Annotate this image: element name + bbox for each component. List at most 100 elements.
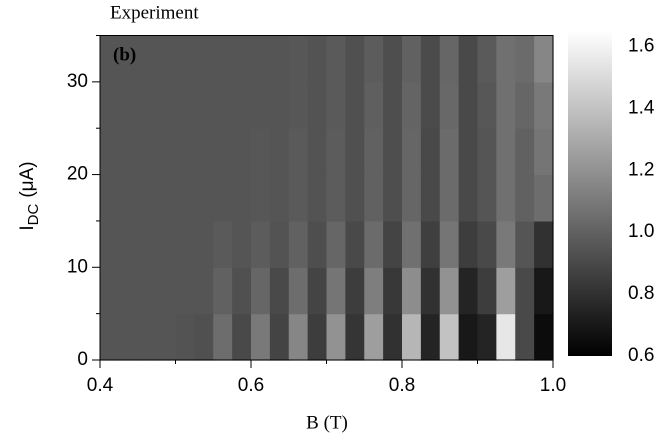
heat-cell <box>534 220 554 268</box>
y-tick-label: 10 <box>67 256 88 277</box>
heat-cell <box>194 267 214 315</box>
heat-cell <box>100 220 120 268</box>
x-tick-label: 0.6 <box>238 375 264 396</box>
heat-cell <box>402 128 422 176</box>
heat-cell <box>326 35 346 83</box>
heat-cell <box>439 313 460 361</box>
y-tick-label: 20 <box>67 164 88 185</box>
heat-cell <box>458 220 479 268</box>
heat-cell <box>232 128 252 176</box>
heat-cell <box>251 128 271 176</box>
heat-cell <box>251 81 271 129</box>
heat-cell <box>326 313 346 361</box>
x-tick-label: 0.8 <box>389 375 415 396</box>
heat-cell <box>496 267 516 315</box>
heat-cell <box>137 220 158 268</box>
heat-cell <box>175 128 195 176</box>
heat-cell <box>269 81 290 129</box>
heat-cell <box>232 267 252 315</box>
heat-cell <box>383 313 403 361</box>
heat-cell <box>194 220 214 268</box>
colorbar-tick-label: 0.6 <box>628 345 654 366</box>
chart-title: Experiment <box>110 2 199 23</box>
colorbar-tick-label: 1.2 <box>628 159 654 180</box>
heat-cell <box>383 220 403 268</box>
heat-cell <box>194 81 214 129</box>
heat-cell <box>326 174 346 222</box>
heat-cell <box>137 35 158 83</box>
heat-cell <box>515 267 535 315</box>
heat-cell <box>232 81 252 129</box>
heat-cell <box>402 35 422 83</box>
heat-cell <box>156 35 177 83</box>
heat-cell <box>118 313 139 361</box>
heat-cell <box>439 35 460 83</box>
heat-cell <box>534 267 554 315</box>
x-tick-label: 1.0 <box>540 375 566 396</box>
heat-cell <box>364 81 384 129</box>
x-axis-label: B (T) <box>306 412 348 433</box>
heat-cell <box>402 267 422 315</box>
heat-cell <box>515 220 535 268</box>
colorbar-tick-label: 1.4 <box>628 97 655 118</box>
y-tick-label: 0 <box>77 349 88 370</box>
heat-cell <box>269 220 290 268</box>
heat-cell <box>458 81 479 129</box>
panel-label: (b) <box>113 44 136 65</box>
heat-cell <box>251 174 271 222</box>
heat-cell <box>402 81 422 129</box>
heat-cell <box>515 313 535 361</box>
heat-cell <box>458 35 479 83</box>
heat-cell <box>420 267 441 315</box>
heat-cell <box>307 267 328 315</box>
heat-cell <box>420 128 441 176</box>
heat-cell <box>477 81 497 129</box>
heat-cell <box>458 128 479 176</box>
heat-cell <box>345 174 365 222</box>
heat-cell <box>156 220 177 268</box>
heat-cell <box>137 128 158 176</box>
heat-cell <box>345 35 365 83</box>
heat-cell <box>345 128 365 176</box>
heat-cell <box>477 220 497 268</box>
heat-cell <box>383 267 403 315</box>
heat-cell <box>534 313 554 361</box>
heat-cell <box>439 267 460 315</box>
heat-cell <box>439 81 460 129</box>
heat-cell <box>288 174 309 222</box>
heat-cell <box>307 35 328 83</box>
heat-cell <box>213 174 233 222</box>
heat-cell <box>100 128 120 176</box>
colorbar-tick-label: 1.6 <box>628 35 654 56</box>
heat-cell <box>213 81 233 129</box>
heat-cell <box>307 81 328 129</box>
heat-cell <box>307 174 328 222</box>
heat-cell <box>100 81 120 129</box>
heat-cell <box>175 174 195 222</box>
heat-cell <box>137 313 158 361</box>
heat-cell <box>251 35 271 83</box>
heat-cell <box>496 81 516 129</box>
heat-cell <box>118 81 139 129</box>
heat-cell <box>496 35 516 83</box>
heat-cell <box>439 174 460 222</box>
heat-cell <box>515 81 535 129</box>
heat-cell <box>213 35 233 83</box>
heat-cell <box>496 220 516 268</box>
heat-cell <box>326 220 346 268</box>
heat-cell <box>269 267 290 315</box>
heat-cell <box>175 220 195 268</box>
heat-cell <box>496 174 516 222</box>
heat-cell <box>251 220 271 268</box>
heat-cell <box>458 267 479 315</box>
heat-cell <box>345 81 365 129</box>
heat-cell <box>496 128 516 176</box>
heat-cell <box>326 267 346 315</box>
x-tick-label: 0.4 <box>87 375 114 396</box>
heat-cell <box>534 35 554 83</box>
heat-cell <box>402 174 422 222</box>
heat-cell <box>156 267 177 315</box>
heat-cell <box>307 220 328 268</box>
heat-cell <box>420 220 441 268</box>
heat-cell <box>345 220 365 268</box>
